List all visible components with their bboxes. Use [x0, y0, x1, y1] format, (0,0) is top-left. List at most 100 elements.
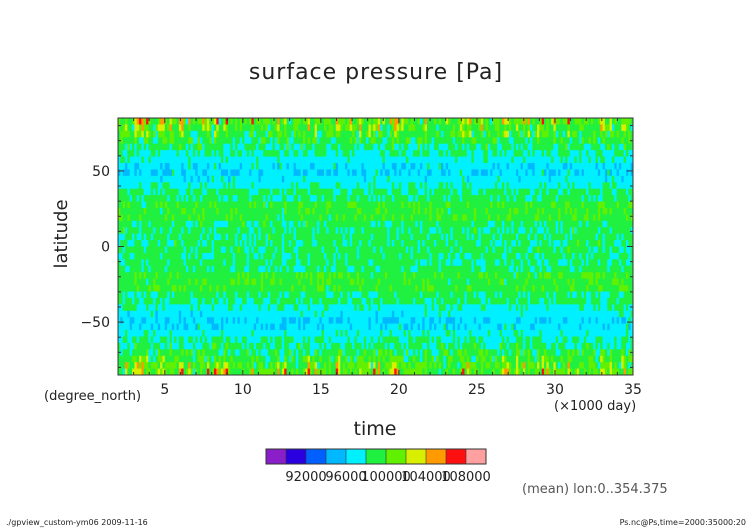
heatmap-cell	[139, 143, 143, 151]
heatmap-cell	[333, 130, 337, 138]
heatmap-cell	[363, 195, 367, 203]
heatmap-cell	[361, 297, 365, 305]
heatmap-cell	[155, 240, 159, 248]
heatmap-cell	[209, 175, 213, 183]
heatmap-cell	[148, 118, 152, 126]
heatmap-cell	[382, 336, 386, 344]
heatmap-cell	[150, 195, 154, 203]
heatmap-cell	[122, 162, 126, 170]
heatmap-cell	[195, 188, 199, 196]
heatmap-cell	[274, 233, 278, 241]
heatmap-cell	[202, 278, 206, 286]
heatmap-cell	[134, 304, 138, 312]
heatmap-cell	[197, 195, 201, 203]
heatmap-cell	[405, 220, 409, 228]
heatmap-cell	[403, 330, 407, 338]
heatmap-cell	[387, 259, 391, 267]
heatmap-cell	[398, 201, 402, 209]
heatmap-cell	[405, 246, 409, 254]
heatmap-cell	[249, 240, 253, 248]
heatmap-cell	[338, 150, 341, 158]
heatmap-cell	[272, 175, 276, 183]
heatmap-cell	[188, 336, 192, 344]
heatmap-cell	[249, 342, 253, 350]
heatmap-cell	[373, 246, 377, 254]
heatmap-cell	[309, 201, 313, 209]
heatmap-cell	[316, 220, 320, 228]
heatmap-cell	[295, 259, 299, 267]
heatmap-cell	[331, 137, 334, 145]
heatmap-cell	[118, 246, 121, 254]
heatmap-cell	[228, 362, 231, 370]
heatmap-cell	[394, 272, 398, 280]
heatmap-cell	[197, 259, 201, 267]
heatmap-cell	[356, 188, 360, 196]
heatmap-cell	[380, 265, 384, 273]
heatmap-cell	[125, 310, 128, 318]
heatmap-cell	[405, 150, 409, 158]
heatmap-cell	[148, 240, 152, 248]
heatmap-cell	[188, 278, 192, 286]
heatmap-cell	[143, 162, 147, 170]
heatmap-cell	[221, 175, 224, 183]
heatmap-cell	[361, 130, 365, 138]
heatmap-cell	[375, 355, 379, 363]
heatmap-cell	[291, 214, 295, 222]
heatmap-cell	[286, 310, 290, 318]
heatmap-cell	[185, 310, 189, 318]
heatmap-cell	[286, 169, 290, 177]
heatmap-cell	[209, 336, 213, 344]
heatmap-cell	[190, 188, 194, 196]
heatmap-cell	[309, 272, 313, 280]
heatmap-cell	[347, 240, 351, 248]
heatmap-cell	[148, 169, 152, 177]
heatmap-cell	[382, 272, 386, 280]
heatmap-cell	[155, 201, 159, 209]
heatmap-cell	[363, 175, 367, 183]
heatmap-cell	[380, 246, 384, 254]
heatmap-cell	[326, 207, 330, 215]
heatmap-cell	[354, 201, 358, 209]
heatmap-cell	[293, 285, 297, 293]
heatmap-cell	[347, 220, 351, 228]
heatmap-cell	[345, 272, 349, 280]
heatmap-cell	[340, 195, 344, 203]
heatmap-cell	[405, 143, 409, 151]
heatmap-cell	[228, 336, 231, 344]
heatmap-cell	[169, 130, 173, 138]
heatmap-cell	[361, 349, 365, 357]
heatmap-cell	[274, 285, 278, 293]
heatmap-cell	[396, 285, 400, 293]
heatmap-cell	[242, 175, 246, 183]
heatmap-cell	[335, 349, 339, 357]
heatmap-cell	[253, 188, 257, 196]
heatmap-cell	[359, 227, 363, 235]
heatmap-cell	[185, 323, 189, 331]
heatmap-cell	[239, 336, 243, 344]
heatmap-cell	[195, 137, 199, 145]
heatmap-cell	[312, 252, 316, 260]
heatmap-cell	[253, 291, 257, 299]
heatmap-cell	[174, 195, 178, 203]
heatmap-cell	[176, 150, 180, 158]
heatmap-cell	[129, 272, 133, 280]
heatmap-cell	[265, 124, 269, 132]
heatmap-cell	[171, 259, 175, 267]
heatmap-cell	[176, 330, 180, 338]
heatmap-cell	[342, 201, 346, 209]
heatmap-cell	[167, 323, 171, 331]
heatmap-cell	[157, 349, 161, 357]
heatmap-cell	[206, 336, 210, 344]
heatmap-cell	[235, 227, 238, 235]
heatmap-cell	[221, 162, 224, 170]
heatmap-cell	[176, 156, 180, 164]
heatmap-cell	[206, 349, 210, 357]
heatmap-cell	[181, 207, 185, 215]
heatmap-cell	[363, 272, 367, 280]
heatmap-cell	[375, 233, 379, 241]
heatmap-cell	[291, 143, 295, 151]
heatmap-cell	[246, 310, 250, 318]
heatmap-cell	[302, 304, 306, 312]
heatmap-cell	[307, 336, 311, 344]
heatmap-cell	[391, 285, 395, 293]
